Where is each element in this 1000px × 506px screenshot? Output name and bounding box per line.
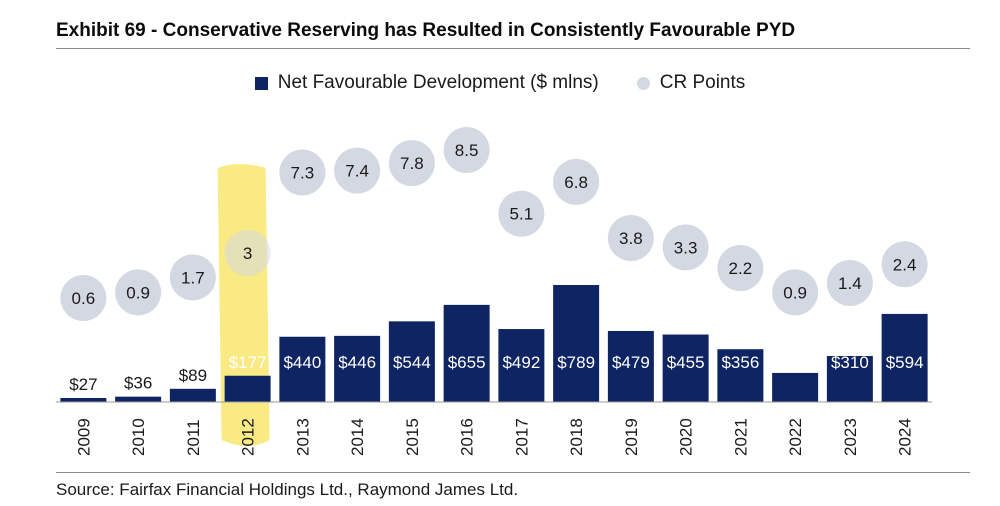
legend-item-bars: Net Favourable Development ($ mlns) bbox=[254, 72, 599, 94]
bar-value-label: $492 bbox=[502, 353, 540, 372]
cr-bubble-label: 7.3 bbox=[291, 163, 315, 182]
cr-bubble bbox=[388, 140, 435, 187]
legend-label-bubbles: CR Points bbox=[659, 72, 746, 93]
cr-bubble bbox=[553, 158, 600, 205]
development-bar bbox=[553, 285, 600, 402]
cr-bubble-label: 0.6 bbox=[72, 289, 96, 308]
bar-value-label: $479 bbox=[612, 353, 650, 372]
cr-bubble-label: 2.4 bbox=[893, 255, 917, 274]
cr-bubble-label: 3.3 bbox=[674, 238, 698, 257]
x-tick-label: 2016 bbox=[458, 418, 477, 456]
cr-bubble bbox=[443, 127, 490, 173]
cr-bubble-label: 6.8 bbox=[564, 173, 588, 192]
page-title: Exhibit 69 - Conservative Reserving has … bbox=[56, 20, 796, 41]
bar-value-label: $177 bbox=[229, 353, 267, 372]
x-tick-label: 2013 bbox=[293, 418, 312, 456]
bar-value-label: $455 bbox=[667, 353, 705, 372]
x-tick-label: 2021 bbox=[731, 418, 750, 456]
development-bar bbox=[881, 313, 928, 402]
legend-label-bars: Net Favourable Development ($ mlns) bbox=[277, 72, 599, 93]
development-bar bbox=[279, 336, 326, 402]
development-bar bbox=[717, 349, 764, 402]
source-divider bbox=[56, 472, 970, 473]
development-bar bbox=[115, 396, 162, 402]
cr-bubble-label: 0.9 bbox=[783, 283, 807, 302]
bar-value-label: $446 bbox=[338, 353, 376, 372]
cr-bubble bbox=[772, 269, 819, 316]
development-bar bbox=[388, 321, 435, 402]
development-bar bbox=[498, 329, 545, 402]
cr-bubble-label: 0.9 bbox=[126, 283, 150, 302]
source-note: Source: Fairfax Financial Holdings Ltd.,… bbox=[56, 480, 519, 499]
x-tick-label: 2010 bbox=[129, 418, 148, 456]
x-tick-label: 2024 bbox=[896, 418, 915, 456]
cr-bubble bbox=[279, 149, 326, 196]
cr-bubble-label: 1.4 bbox=[838, 274, 862, 293]
development-bar bbox=[443, 304, 490, 402]
bar-value-label: $655 bbox=[448, 353, 486, 372]
cr-bubble-label: 2.2 bbox=[729, 259, 753, 278]
bar-value-label: $89 bbox=[179, 366, 207, 385]
x-tick-label: 2014 bbox=[348, 418, 367, 456]
cr-bubble bbox=[115, 269, 162, 316]
cr-bubble bbox=[60, 275, 107, 321]
cr-bubble bbox=[498, 190, 545, 237]
bar-value-label: $440 bbox=[283, 353, 321, 372]
title-divider bbox=[56, 48, 970, 49]
development-bar bbox=[826, 356, 873, 402]
bar-value-label: $594 bbox=[886, 353, 924, 372]
development-bar bbox=[772, 372, 819, 402]
cr-bubble bbox=[881, 241, 928, 288]
x-tick-label: 2009 bbox=[74, 418, 93, 456]
cr-bubble-label: 7.4 bbox=[345, 162, 369, 181]
x-tick-label: 2017 bbox=[512, 418, 531, 456]
development-bar bbox=[60, 397, 107, 402]
x-tick-label: 2011 bbox=[184, 419, 203, 456]
cr-bubble-label: 5.1 bbox=[510, 205, 534, 224]
cr-bubble bbox=[662, 224, 709, 271]
cr-bubble-label: 8.5 bbox=[455, 141, 479, 160]
development-bar bbox=[169, 388, 216, 402]
development-bar bbox=[662, 334, 709, 402]
cr-bubble-label: 3 bbox=[243, 244, 252, 263]
legend-item-bubbles: CR Points bbox=[636, 72, 746, 94]
cr-bubble bbox=[826, 260, 873, 307]
x-tick-label: 2018 bbox=[567, 418, 586, 456]
legend-bar-swatch bbox=[254, 76, 268, 90]
x-tick-label: 2023 bbox=[841, 418, 860, 456]
development-bar bbox=[607, 330, 654, 402]
x-tick-label: 2015 bbox=[403, 418, 422, 456]
x-tick-label: 2012 bbox=[239, 418, 258, 456]
x-tick-label: 2020 bbox=[677, 418, 696, 456]
highlight-band bbox=[217, 164, 270, 446]
legend-bubble-swatch bbox=[636, 76, 650, 90]
x-tick-label: 2019 bbox=[622, 418, 641, 456]
cr-bubble bbox=[169, 254, 216, 301]
chart-legend: Net Favourable Development ($ mlns) CR P… bbox=[0, 72, 1000, 94]
development-bar bbox=[224, 375, 271, 402]
bar-value-label: $544 bbox=[393, 353, 431, 372]
bar-value-label: $36 bbox=[124, 374, 152, 393]
cr-bubble-label: 3.8 bbox=[619, 229, 643, 248]
cr-bubble bbox=[607, 215, 654, 262]
cr-bubble-label: 1.7 bbox=[181, 268, 205, 287]
cr-bubble bbox=[717, 245, 764, 292]
bar-value-label: $310 bbox=[831, 353, 869, 372]
bar-value-label: $356 bbox=[721, 353, 759, 372]
bar-value-label: $27 bbox=[69, 375, 97, 394]
cr-bubble bbox=[334, 147, 381, 194]
bar-value-label: $789 bbox=[557, 353, 595, 372]
bar-value-label: $196 bbox=[776, 353, 814, 372]
cr-bubble bbox=[224, 230, 271, 277]
x-tick-label: 2022 bbox=[786, 418, 805, 456]
cr-bubble-label: 7.8 bbox=[400, 154, 424, 173]
development-bar bbox=[334, 335, 381, 402]
